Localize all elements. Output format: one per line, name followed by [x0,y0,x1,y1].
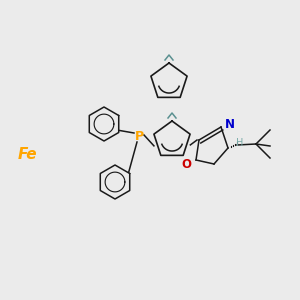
Text: O: O [181,158,191,170]
Text: P: P [134,130,144,143]
Text: N: N [225,118,235,131]
Text: H: H [236,138,243,148]
Text: Fe: Fe [17,147,37,162]
